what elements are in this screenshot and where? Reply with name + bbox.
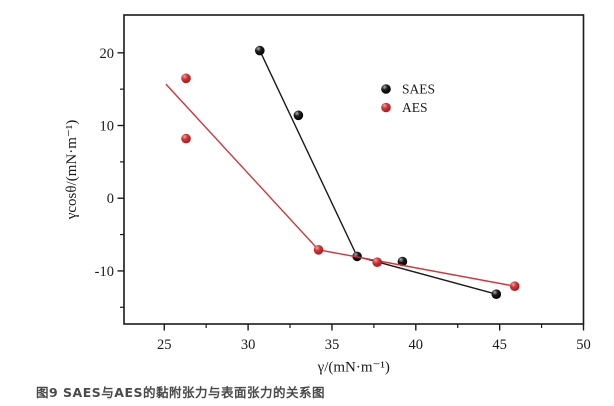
y-tick-label: 20 — [100, 46, 115, 62]
x-tick-label: 45 — [492, 337, 507, 353]
data-point-SAES-3 — [397, 256, 408, 267]
data-point-AES-2 — [313, 245, 324, 255]
data-point-SAES-0 — [254, 45, 265, 56]
data-point-SAES-1 — [293, 110, 304, 121]
x-tick-label: 40 — [409, 337, 424, 353]
legend: SAES AES — [381, 82, 435, 115]
x-tick-label: 30 — [241, 337, 256, 353]
x-tick-label: 50 — [576, 337, 591, 353]
data-point-AES-3 — [372, 257, 383, 268]
x-tick-label: 35 — [325, 337, 340, 353]
fit-line-AES — [165, 83, 515, 287]
y-tick-label: 0 — [107, 191, 114, 207]
y-tick-label: -10 — [95, 264, 114, 280]
legend-marker-aes-icon — [381, 102, 391, 113]
data-point-AES-4 — [509, 281, 520, 292]
y-axis-label: γcosθ/(mN·m⁻¹) — [64, 120, 80, 221]
plot-frame — [123, 14, 585, 325]
x-axis-label: γ/(mN·m⁻¹) — [317, 360, 390, 376]
series-AES — [165, 73, 520, 292]
data-point-AES-1 — [181, 133, 191, 144]
x-tick-label: 25 — [157, 337, 172, 353]
legend-item-AES: AES — [381, 100, 428, 115]
data-point-SAES-4 — [491, 289, 502, 300]
figure-caption: 图9 SAES与AES的黏附张力与表面张力的关系图 — [36, 385, 325, 400]
legend-label-AES: AES — [402, 100, 428, 115]
data-point-AES-0 — [181, 73, 191, 84]
legend-item-SAES: SAES — [381, 82, 435, 97]
legend-label-SAES: SAES — [402, 82, 435, 97]
legend-marker-saes-icon — [381, 84, 391, 94]
y-tick-label: 10 — [100, 119, 115, 135]
